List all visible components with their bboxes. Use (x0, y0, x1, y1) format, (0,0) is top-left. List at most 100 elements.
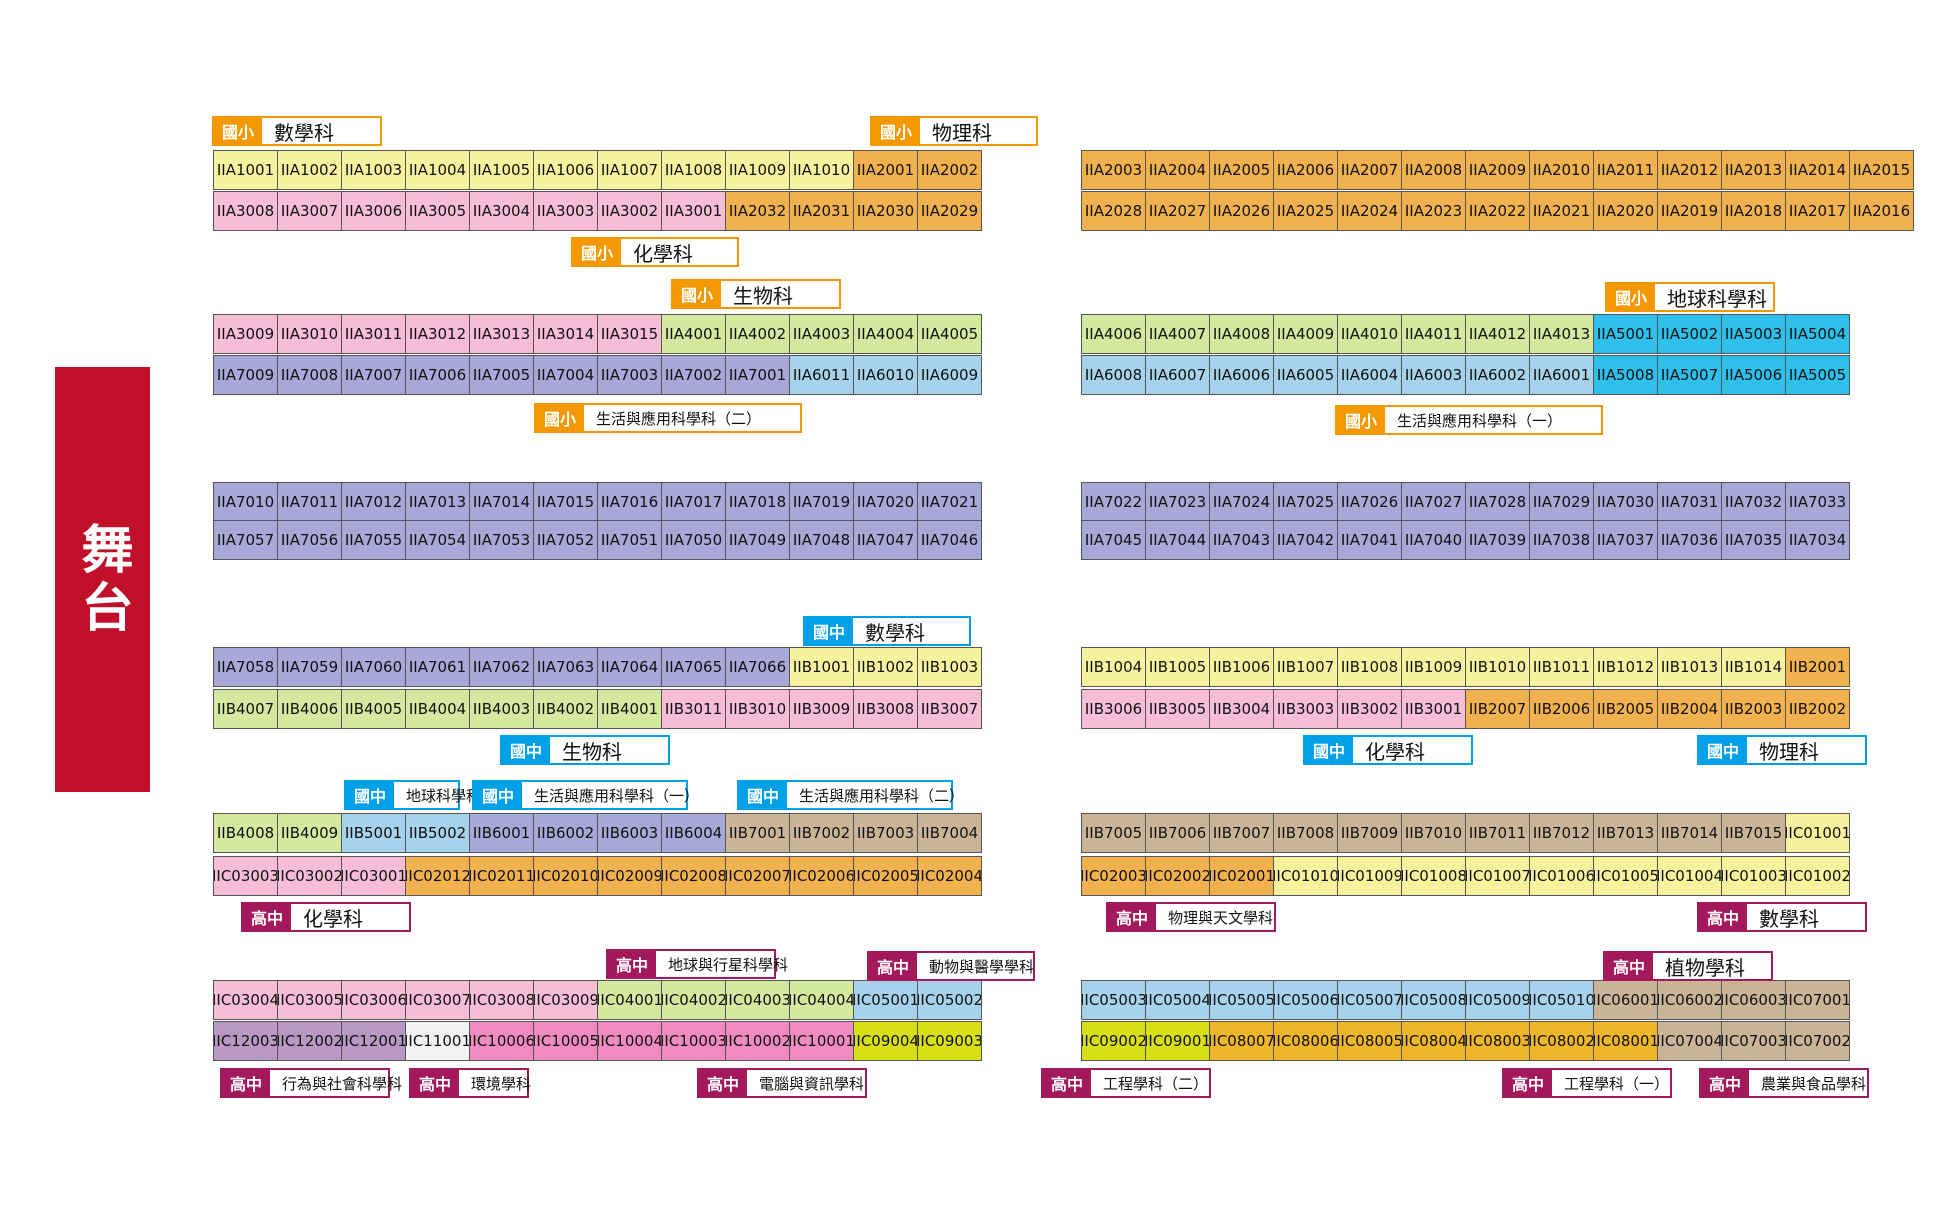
booth-IIC08007[interactable]: IIC08007 (1209, 1021, 1274, 1061)
booth-IIA7059[interactable]: IIA7059 (277, 647, 342, 687)
booth-IIA7013[interactable]: IIA7013 (405, 482, 470, 522)
booth-IIA6009[interactable]: IIA6009 (917, 355, 982, 395)
booth-IIA7043[interactable]: IIA7043 (1209, 520, 1274, 560)
booth-IIC02009[interactable]: IIC02009 (597, 856, 662, 896)
booth-IIC04003[interactable]: IIC04003 (725, 980, 790, 1020)
booth-IIC05003[interactable]: IIC05003 (1081, 980, 1146, 1020)
booth-IIA3005[interactable]: IIA3005 (405, 191, 470, 231)
booth-IIA7019[interactable]: IIA7019 (789, 482, 854, 522)
booth-IIC05010[interactable]: IIC05010 (1529, 980, 1594, 1020)
booth-IIB1005[interactable]: IIB1005 (1145, 647, 1210, 687)
booth-IIC01006[interactable]: IIC01006 (1529, 856, 1594, 896)
booth-IIA6008[interactable]: IIA6008 (1081, 355, 1146, 395)
booth-IIA4007[interactable]: IIA4007 (1145, 314, 1210, 354)
booth-IIA7055[interactable]: IIA7055 (341, 520, 406, 560)
booth-IIA7050[interactable]: IIA7050 (661, 520, 726, 560)
booth-IIC01004[interactable]: IIC01004 (1657, 856, 1722, 896)
booth-IIB1001[interactable]: IIB1001 (789, 647, 854, 687)
booth-IIA1003[interactable]: IIA1003 (341, 150, 406, 190)
booth-IIA2012[interactable]: IIA2012 (1657, 150, 1722, 190)
booth-IIA7016[interactable]: IIA7016 (597, 482, 662, 522)
booth-IIA7005[interactable]: IIA7005 (469, 355, 534, 395)
booth-IIC05008[interactable]: IIC05008 (1401, 980, 1466, 1020)
booth-IIB4002[interactable]: IIB4002 (533, 689, 598, 729)
booth-IIC03009[interactable]: IIC03009 (533, 980, 598, 1020)
booth-IIA5001[interactable]: IIA5001 (1593, 314, 1658, 354)
booth-IIA2025[interactable]: IIA2025 (1273, 191, 1338, 231)
booth-IIB3001[interactable]: IIB3001 (1401, 689, 1466, 729)
booth-IIA2004[interactable]: IIA2004 (1145, 150, 1210, 190)
booth-IIB7013[interactable]: IIB7013 (1593, 813, 1658, 853)
booth-IIA5006[interactable]: IIA5006 (1721, 355, 1786, 395)
booth-IIB2002[interactable]: IIB2002 (1785, 689, 1850, 729)
booth-IIA5005[interactable]: IIA5005 (1785, 355, 1850, 395)
booth-IIA6003[interactable]: IIA6003 (1401, 355, 1466, 395)
booth-IIC01010[interactable]: IIC01010 (1273, 856, 1338, 896)
booth-IIB1014[interactable]: IIB1014 (1721, 647, 1786, 687)
booth-IIA2020[interactable]: IIA2020 (1593, 191, 1658, 231)
booth-IIA4002[interactable]: IIA4002 (725, 314, 790, 354)
booth-IIA7048[interactable]: IIA7048 (789, 520, 854, 560)
booth-IIC04004[interactable]: IIC04004 (789, 980, 854, 1020)
booth-IIB6001[interactable]: IIB6001 (469, 813, 534, 853)
booth-IIC02007[interactable]: IIC02007 (725, 856, 790, 896)
booth-IIA2022[interactable]: IIA2022 (1465, 191, 1530, 231)
booth-IIA7002[interactable]: IIA7002 (661, 355, 726, 395)
booth-IIC01003[interactable]: IIC01003 (1721, 856, 1786, 896)
booth-IIC11001[interactable]: IIC11001 (405, 1021, 470, 1061)
booth-IIA4006[interactable]: IIA4006 (1081, 314, 1146, 354)
booth-IIA7009[interactable]: IIA7009 (213, 355, 278, 395)
booth-IIA4003[interactable]: IIA4003 (789, 314, 854, 354)
booth-IIA2011[interactable]: IIA2011 (1593, 150, 1658, 190)
booth-IIB7008[interactable]: IIB7008 (1273, 813, 1338, 853)
booth-IIA7041[interactable]: IIA7041 (1337, 520, 1402, 560)
booth-IIB3004[interactable]: IIB3004 (1209, 689, 1274, 729)
booth-IIA3003[interactable]: IIA3003 (533, 191, 598, 231)
booth-IIA6004[interactable]: IIA6004 (1337, 355, 1402, 395)
booth-IIA7004[interactable]: IIA7004 (533, 355, 598, 395)
booth-IIC12002[interactable]: IIC12002 (277, 1021, 342, 1061)
booth-IIA2024[interactable]: IIA2024 (1337, 191, 1402, 231)
booth-IIB7006[interactable]: IIB7006 (1145, 813, 1210, 853)
booth-IIA6001[interactable]: IIA6001 (1529, 355, 1594, 395)
booth-IIB4006[interactable]: IIB4006 (277, 689, 342, 729)
booth-IIA7049[interactable]: IIA7049 (725, 520, 790, 560)
booth-IIA6007[interactable]: IIA6007 (1145, 355, 1210, 395)
booth-IIA7012[interactable]: IIA7012 (341, 482, 406, 522)
booth-IIA7007[interactable]: IIA7007 (341, 355, 406, 395)
booth-IIA2002[interactable]: IIA2002 (917, 150, 982, 190)
booth-IIA7044[interactable]: IIA7044 (1145, 520, 1210, 560)
booth-IIC02011[interactable]: IIC02011 (469, 856, 534, 896)
booth-IIA6011[interactable]: IIA6011 (789, 355, 854, 395)
booth-IIA2021[interactable]: IIA2021 (1529, 191, 1594, 231)
booth-IIC03004[interactable]: IIC03004 (213, 980, 278, 1020)
booth-IIA4012[interactable]: IIA4012 (1465, 314, 1530, 354)
booth-IIA5004[interactable]: IIA5004 (1785, 314, 1850, 354)
booth-IIA7001[interactable]: IIA7001 (725, 355, 790, 395)
booth-IIB7001[interactable]: IIB7001 (725, 813, 790, 853)
booth-IIC03005[interactable]: IIC03005 (277, 980, 342, 1020)
booth-IIC12003[interactable]: IIC12003 (213, 1021, 278, 1061)
booth-IIA7035[interactable]: IIA7035 (1721, 520, 1786, 560)
booth-IIA7029[interactable]: IIA7029 (1529, 482, 1594, 522)
booth-IIA4001[interactable]: IIA4001 (661, 314, 726, 354)
booth-IIA2013[interactable]: IIA2013 (1721, 150, 1786, 190)
booth-IIA7011[interactable]: IIA7011 (277, 482, 342, 522)
booth-IIC12001[interactable]: IIC12001 (341, 1021, 406, 1061)
booth-IIA7040[interactable]: IIA7040 (1401, 520, 1466, 560)
booth-IIB7009[interactable]: IIB7009 (1337, 813, 1402, 853)
booth-IIC10001[interactable]: IIC10001 (789, 1021, 854, 1061)
booth-IIA7039[interactable]: IIA7039 (1465, 520, 1530, 560)
booth-IIA7060[interactable]: IIA7060 (341, 647, 406, 687)
booth-IIA7063[interactable]: IIA7063 (533, 647, 598, 687)
booth-IIA7052[interactable]: IIA7052 (533, 520, 598, 560)
booth-IIA7066[interactable]: IIA7066 (725, 647, 790, 687)
booth-IIA2016[interactable]: IIA2016 (1849, 191, 1914, 231)
booth-IIC04002[interactable]: IIC04002 (661, 980, 726, 1020)
booth-IIA3011[interactable]: IIA3011 (341, 314, 406, 354)
booth-IIA7017[interactable]: IIA7017 (661, 482, 726, 522)
booth-IIB1010[interactable]: IIB1010 (1465, 647, 1530, 687)
booth-IIA3002[interactable]: IIA3002 (597, 191, 662, 231)
booth-IIC05005[interactable]: IIC05005 (1209, 980, 1274, 1020)
booth-IIC01008[interactable]: IIC01008 (1401, 856, 1466, 896)
